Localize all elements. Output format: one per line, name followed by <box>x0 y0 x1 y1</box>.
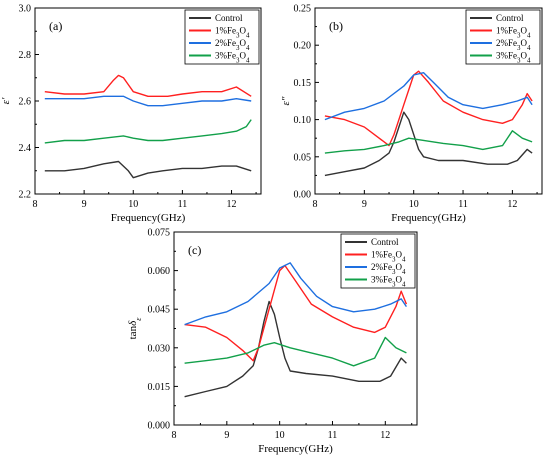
y-tick-label: 0.00 <box>294 190 312 201</box>
x-tick-label: 9 <box>362 199 367 210</box>
x-axis-title: Frequency(GHz) <box>111 212 186 224</box>
x-tick-label: 12 <box>507 199 517 210</box>
y-axis-title: tanδε <box>127 317 143 340</box>
series-line-2pct-fe3o4 <box>324 72 533 121</box>
y-axis-title: ε′ <box>0 97 12 104</box>
legend-label: 2%Fe3O4 <box>371 262 406 276</box>
y-tick-label: 0.10 <box>294 115 312 126</box>
y-tick-label: 2.6 <box>19 97 32 108</box>
panel-label: (a) <box>49 19 62 33</box>
x-tick-label: 9 <box>224 430 229 441</box>
series-line-1pct-fe3o4 <box>184 264 408 362</box>
y-axis-title: ε″ <box>280 96 292 105</box>
y-tick-label: 0.045 <box>148 305 171 316</box>
y-tick-label: 3.0 <box>19 4 32 15</box>
legend-label: 2%Fe3O4 <box>215 38 250 52</box>
y-tick-label: 0.25 <box>294 4 312 15</box>
legend-label: Control <box>371 237 399 247</box>
x-tick-label: 8 <box>172 430 177 441</box>
series-line-control <box>324 111 533 177</box>
x-axis-title: Frequency(GHz) <box>391 212 466 224</box>
chart-b: 8 9 10 11 12 0.00 0.05 0.10 0.15 0.20 0.25 Frequenc… <box>280 4 543 224</box>
y-tick-label: 0.05 <box>294 152 312 163</box>
y-tick-label: 0.015 <box>148 382 171 393</box>
y-tick-label: 0.20 <box>294 41 312 52</box>
x-tick-label: 8 <box>313 199 318 210</box>
x-tick-label: 12 <box>380 430 390 441</box>
y-tick-label: 0.000 <box>148 421 171 432</box>
x-axis-title: Frequency(GHz) <box>258 443 333 455</box>
y-tick-label: 0.030 <box>148 343 171 354</box>
y-tick-label: 0.075 <box>148 228 171 239</box>
y-tick-label: 2.2 <box>19 190 32 201</box>
x-tick-label: 9 <box>82 199 87 210</box>
legend-label: 1%Fe3O4 <box>215 26 250 40</box>
x-tick-label: 11 <box>178 199 188 210</box>
legend-label: 1%Fe3O4 <box>371 250 406 264</box>
legend-label: 1%Fe3O4 <box>496 26 531 40</box>
x-tick-label: 10 <box>409 199 419 210</box>
series-line-control <box>184 300 407 398</box>
panel-label: (c) <box>188 243 201 257</box>
y-tick-label: 2.8 <box>19 50 32 61</box>
legend-label: Control <box>215 13 243 23</box>
series-line-2pct-fe3o4 <box>44 95 252 107</box>
chart-a: 8 9 10 11 12 2.2 2.4 2.6 2.8 3.0 Frequency(GHz) ε′ (… <box>0 4 262 224</box>
x-tick-label: 10 <box>128 199 138 210</box>
legend-label: 3%Fe3O4 <box>371 275 406 289</box>
x-tick-label: 8 <box>33 199 38 210</box>
series-line-control <box>44 160 252 179</box>
series-line-1pct-fe3o4 <box>44 74 252 97</box>
series-line-3pct-fe3o4 <box>324 130 533 154</box>
series-line-1pct-fe3o4 <box>324 70 533 147</box>
y-tick-label: 2.4 <box>19 143 32 154</box>
legend-label: 2%Fe3O4 <box>496 38 531 52</box>
legend-label: Control <box>496 13 524 23</box>
x-tick-label: 11 <box>328 430 338 441</box>
legend-label: 3%Fe3O4 <box>496 51 531 65</box>
legend-label: 3%Fe3O4 <box>215 51 250 65</box>
x-tick-label: 12 <box>227 199 237 210</box>
x-tick-label: 11 <box>458 199 468 210</box>
series-line-3pct-fe3o4 <box>44 119 252 144</box>
series-line-2pct-fe3o4 <box>184 262 407 326</box>
x-tick-label: 10 <box>275 430 285 441</box>
y-tick-label: 0.060 <box>148 266 171 277</box>
series-line-3pct-fe3o4 <box>184 336 407 367</box>
chart-c: 8 9 10 11 12 0.000 0.015 0.030 0.045 0.060 0.075 Fr… <box>127 228 418 455</box>
panel-label: (b) <box>329 19 343 33</box>
y-tick-label: 0.15 <box>294 78 312 89</box>
